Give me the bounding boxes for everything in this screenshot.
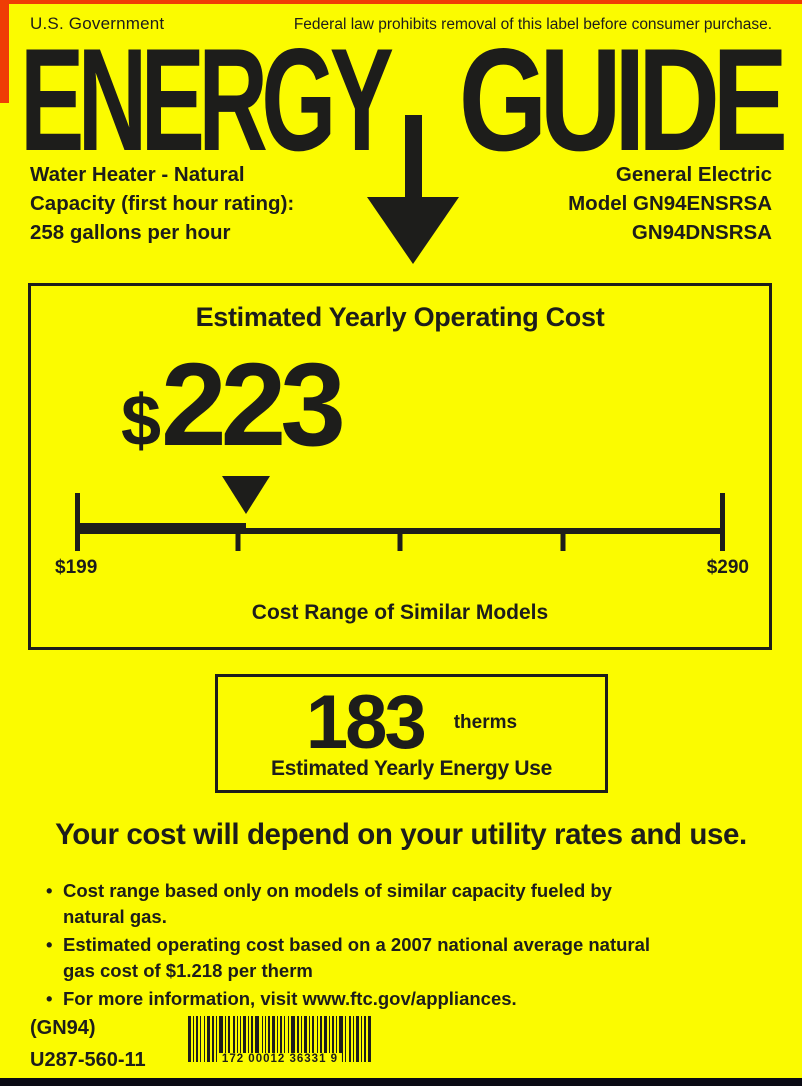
footnote-text: Cost range based only on models of simil… — [63, 880, 612, 927]
label-top-edge — [0, 0, 802, 4]
footnote-text: For more information, visit www.ftc.gov/… — [63, 988, 517, 1009]
energy-use-row: 183 therms — [218, 685, 605, 761]
scale-left-endcap — [75, 493, 80, 551]
cost-range-caption: Cost Range of Similar Models — [251, 601, 549, 624]
model-code: (GN94) — [30, 1017, 96, 1039]
energyguide-title: ENERGY GUIDE — [0, 27, 802, 264]
footnote-item: • For more information, visit www.ftc.go… — [46, 986, 666, 1012]
range-min-label: $199 — [55, 557, 98, 578]
federal-notice-text: Federal law prohibits removal of this la… — [293, 16, 772, 33]
cost-box-title: Estimated Yearly Operating Cost — [195, 302, 605, 332]
label-left-edge — [0, 0, 9, 103]
cost-value: 223 — [161, 339, 346, 471]
scale-line — [75, 528, 725, 534]
range-max-label: $290 — [706, 557, 749, 578]
energy-unit: therms — [453, 712, 518, 733]
bullet-icon: • — [46, 988, 53, 1009]
bullet-icon: • — [46, 880, 53, 901]
down-arrow-icon — [367, 115, 459, 264]
yearly-cost-amount: $ 223 — [121, 339, 346, 471]
energy-use-box: 183 therms Estimated Yearly Energy Use — [215, 674, 608, 793]
upc-barcode: 172 00012 36331 9 — [188, 1016, 372, 1066]
us-government-text: U.S. Government — [30, 14, 165, 33]
label-part-number: U287-560-11 — [30, 1049, 146, 1071]
model-number-2: GN94DNSRSA — [631, 221, 772, 244]
cost-range-scale: $199 $290 — [55, 476, 749, 578]
product-capacity-value: 258 gallons per hour — [30, 221, 231, 244]
footnote-text: Estimated operating cost based on a 2007… — [63, 934, 651, 981]
product-capacity-label: Capacity (first hour rating): — [30, 192, 295, 215]
cost-marker — [222, 476, 271, 514]
manufacturer-info: General Electric Model GN94ENSRSA GN94DN… — [568, 160, 772, 247]
currency-symbol: $ — [121, 381, 162, 461]
scale-filled-segment — [75, 523, 247, 534]
footnote-item: • Estimated operating cost based on a 20… — [46, 932, 666, 983]
product-type: Water Heater - Natural — [30, 163, 245, 186]
title-word-energy: ENERGY — [20, 18, 394, 181]
label-bottom-edge — [0, 1078, 802, 1086]
barcode-bars — [188, 1016, 372, 1062]
footnote-item: • Cost range based only on models of sim… — [46, 878, 666, 929]
energy-value: 183 — [305, 680, 427, 765]
product-info: Water Heater - Natural Capacity (first h… — [30, 160, 294, 247]
footnotes-list: • Cost range based only on models of sim… — [46, 878, 666, 1015]
utility-rates-disclaimer: Your cost will depend on your utility ra… — [55, 818, 747, 851]
manufacturer-name: General Electric — [615, 163, 772, 186]
barcode-digits: 172 00012 36331 9 — [217, 1053, 343, 1066]
bullet-icon: • — [46, 934, 53, 955]
operating-cost-box: Estimated Yearly Operating Cost $ 223 $1… — [28, 283, 772, 650]
title-word-guide: GUIDE — [458, 18, 787, 181]
scale-right-endcap — [720, 493, 725, 551]
label-codes: (GN94) U287-560-11 — [30, 1012, 146, 1076]
model-number-1: Model GN94ENSRSA — [568, 192, 772, 215]
energy-use-caption: Estimated Yearly Energy Use — [271, 757, 552, 780]
